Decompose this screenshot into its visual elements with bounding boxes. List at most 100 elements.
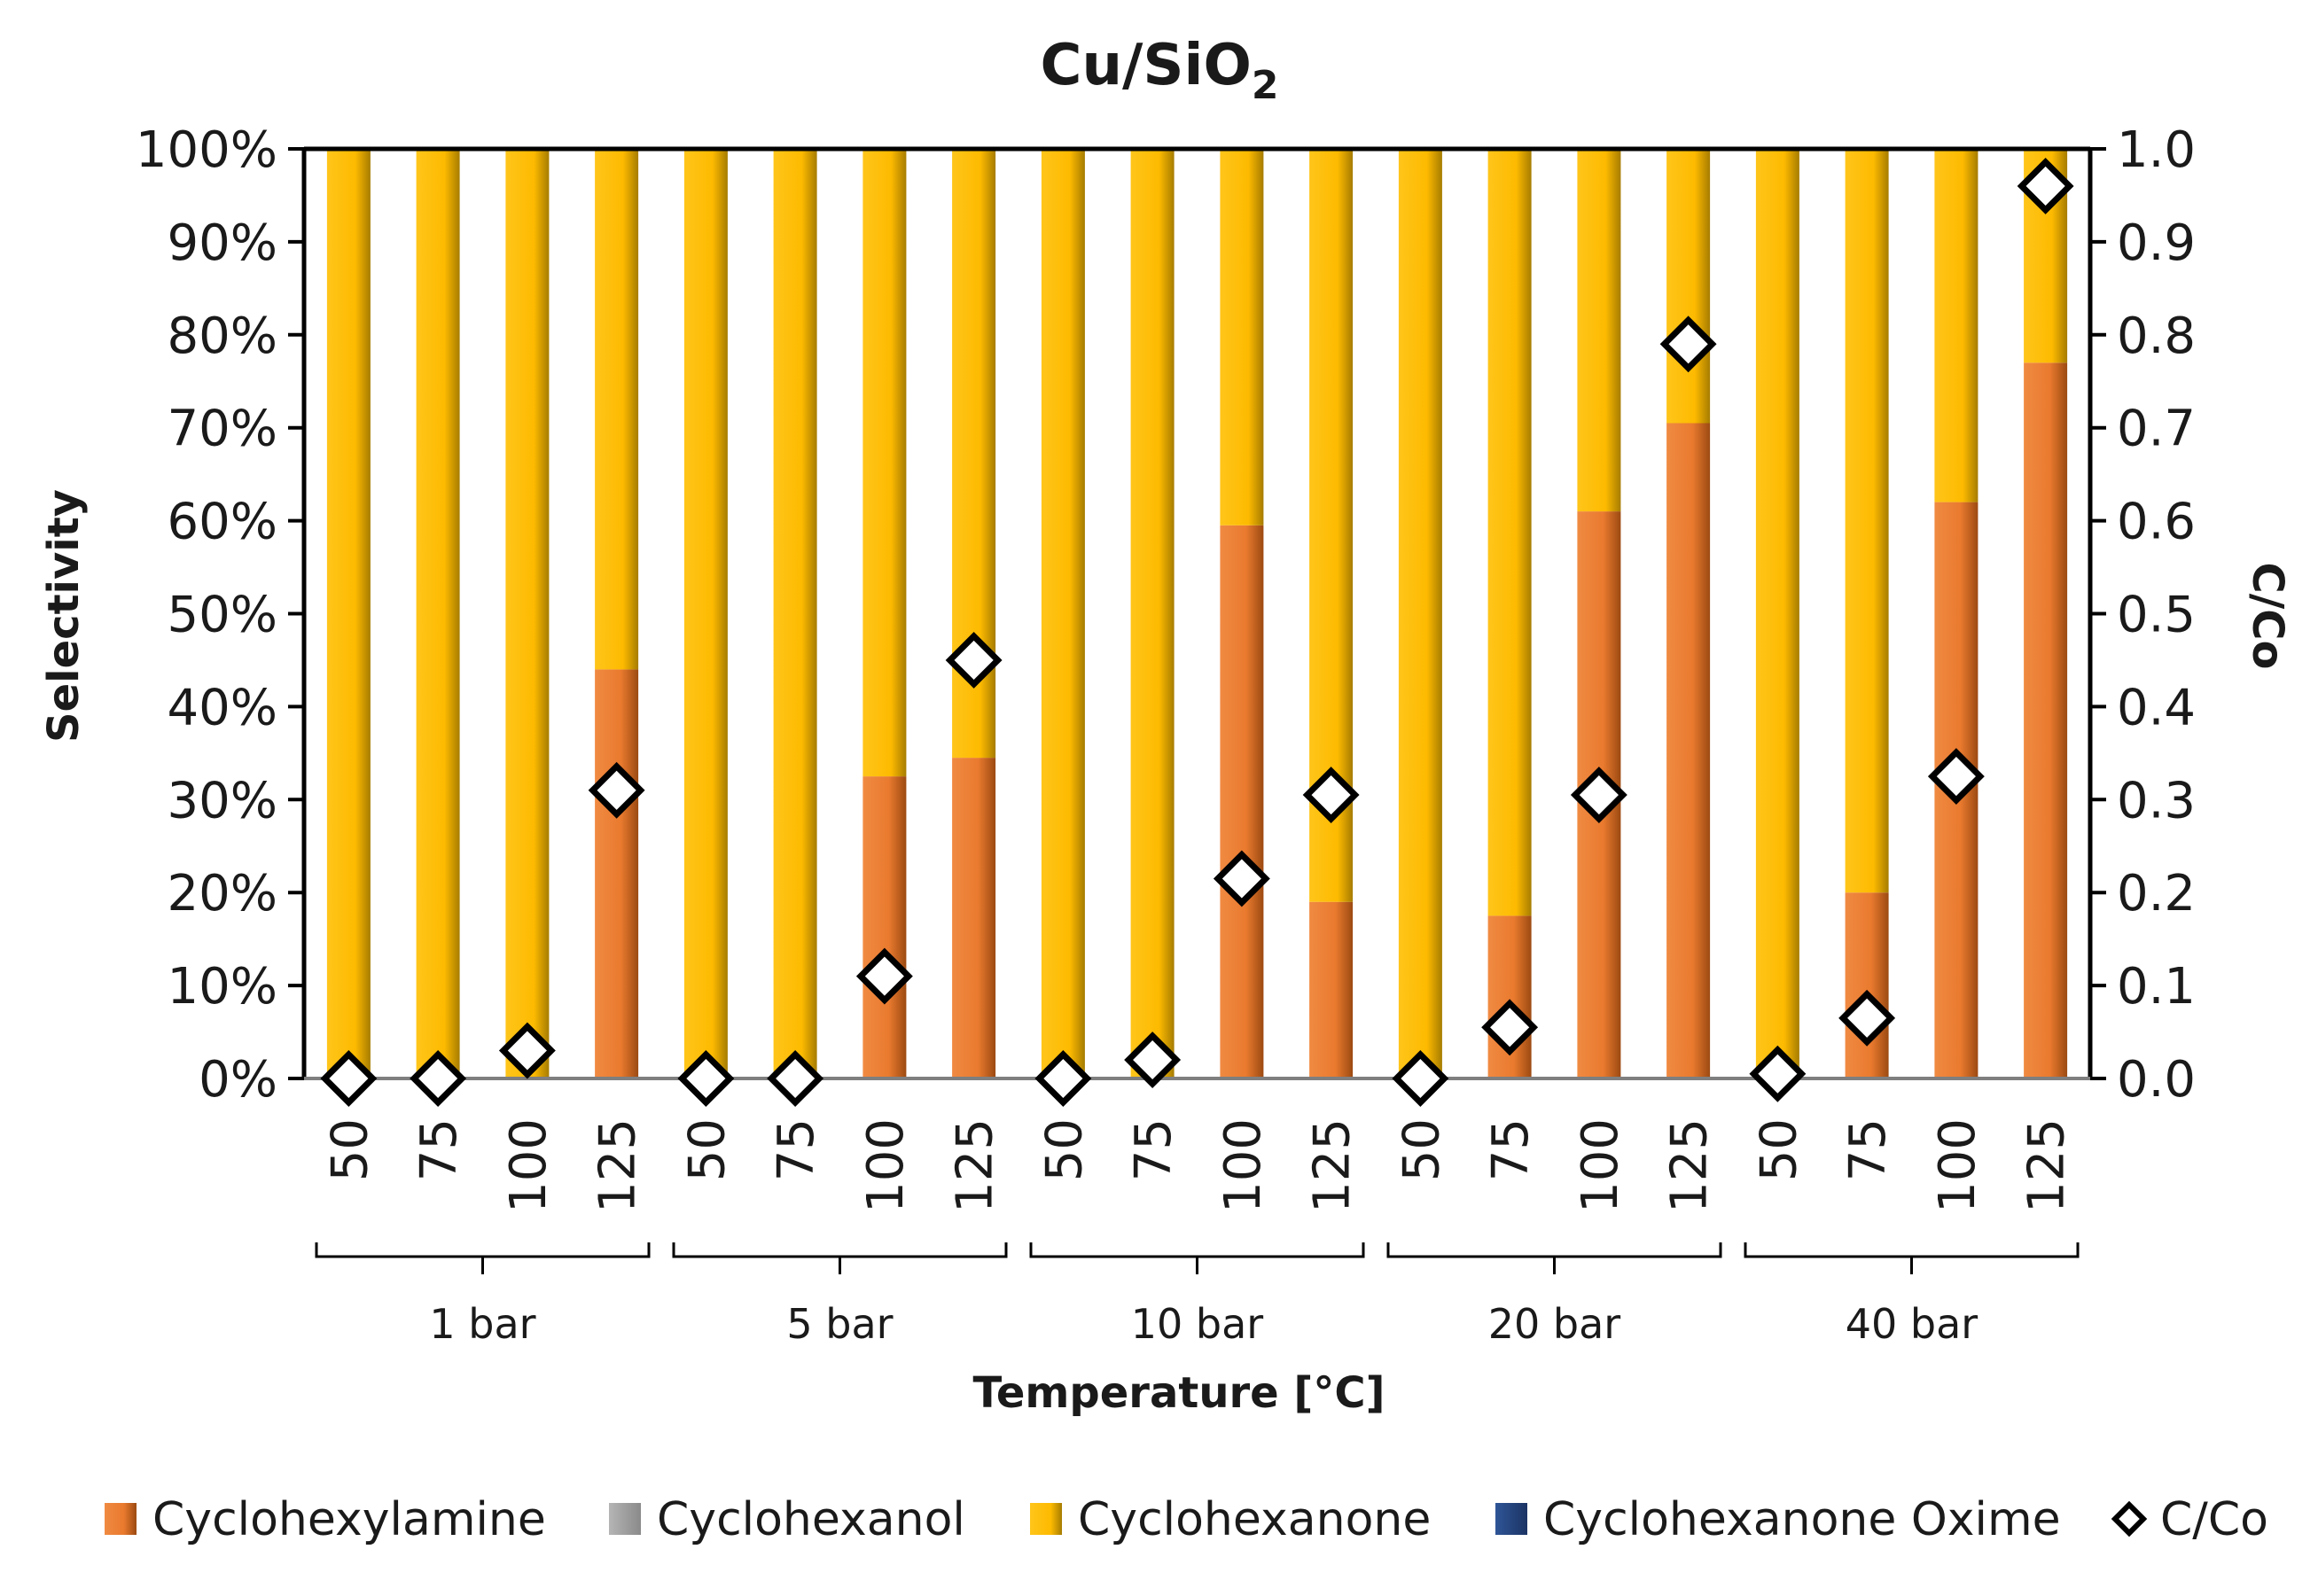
y2-tick-label: 0.2 xyxy=(2117,865,2196,923)
y-tick-label: 40% xyxy=(168,679,277,736)
bar-cyclohexylamine-6 xyxy=(862,776,907,1078)
marker-c-co-19 xyxy=(2017,158,2074,214)
y2-tick-label: 0.8 xyxy=(2117,308,2196,365)
marker-c-co-0 xyxy=(320,1050,378,1107)
y-tick-label: 30% xyxy=(168,772,277,829)
x-tick-label-10: 100 xyxy=(1214,1118,1272,1213)
marker-c-co-18 xyxy=(1927,748,1985,806)
marker-c-co-15 xyxy=(1659,315,1717,373)
bar-cyclohexanone-3 xyxy=(595,149,639,670)
bar-cyclohexanone-1 xyxy=(416,149,460,1078)
chart-title-subscript: 2 xyxy=(1252,63,1279,108)
x-tick-label-14: 100 xyxy=(1572,1118,1629,1213)
y2-tick-label: 0.3 xyxy=(2117,772,2196,829)
group-label-0: 1 bar xyxy=(429,1300,535,1348)
bar-cyclohexylamine-11 xyxy=(1309,901,1354,1078)
bar-cyclohexanone-10 xyxy=(1220,149,1264,526)
bar-cyclohexanone-15 xyxy=(1666,149,1711,424)
x-tick-label-9: 75 xyxy=(1125,1118,1182,1181)
bar-cyclohexanone-6 xyxy=(862,149,907,777)
x-tick-label-18: 100 xyxy=(1929,1118,1986,1213)
marker-c-co-5 xyxy=(767,1050,824,1107)
y2-tick-label: 0.9 xyxy=(2117,214,2196,272)
bar-cyclohexylamine-3 xyxy=(595,669,639,1078)
y2-tick-label: 0.7 xyxy=(2117,401,2196,458)
bar-cyclohexanone-0 xyxy=(326,149,371,1078)
y2-tick-label: 1.0 xyxy=(2117,121,2196,179)
marker-c-co-6 xyxy=(855,947,913,1005)
legend-label-cyclohexanone: Cyclohexanone xyxy=(1078,1493,1431,1546)
bar-cyclohexylamine-7 xyxy=(952,758,996,1078)
group-label-3: 20 bar xyxy=(1488,1300,1621,1348)
y-axis-title: Selectivity xyxy=(39,489,89,743)
legend-swatch-cyclohexanol xyxy=(609,1503,641,1535)
x-tick-label-12: 50 xyxy=(1393,1118,1450,1181)
bar-cyclohexanone-14 xyxy=(1577,149,1621,512)
group-bracket-1 xyxy=(672,1242,1008,1274)
x-tick-label-1: 75 xyxy=(410,1118,468,1181)
bar-cyclohexanone-4 xyxy=(683,149,728,1078)
bar-cyclohexanone-13 xyxy=(1487,149,1532,916)
group-bracket-3 xyxy=(1386,1242,1722,1274)
group-bracket-4 xyxy=(1744,1242,2080,1274)
marker-c-co-12 xyxy=(1392,1050,1449,1107)
y2-axis-title: C/Co xyxy=(2243,563,2292,670)
x-tick-label-3: 125 xyxy=(589,1118,647,1213)
marker-c-co-3 xyxy=(588,761,645,819)
group-brackets: 1 bar 5 bar 10 bar 20 bar 40 bar xyxy=(315,1242,2080,1348)
x-axis-title: Temperature [°C] xyxy=(972,1368,1385,1418)
x-tick-labels: 50 75 100 125 50 75 100 125 50 75 100 125 50 75 100 125… xyxy=(321,1118,2075,1213)
y-tick-label: 20% xyxy=(168,865,277,923)
y-tick-label: 70% xyxy=(168,401,277,458)
legend-label-c-co: C/Co xyxy=(2160,1493,2268,1546)
legend-swatch-cyclohexanone-oxime xyxy=(1495,1503,1527,1535)
x-tick-label-16: 50 xyxy=(1750,1118,1807,1181)
bar-cyclohexylamine-15 xyxy=(1666,423,1711,1078)
bar-cyclohexanone-9 xyxy=(1130,149,1175,1078)
bar-cyclohexanone-12 xyxy=(1398,149,1442,1078)
marker-c-co-1 xyxy=(410,1050,467,1107)
marker-c-co-11 xyxy=(1302,767,1360,824)
y-tick-label: 10% xyxy=(168,958,277,1016)
group-bracket-0 xyxy=(315,1242,651,1274)
group-label-1: 5 bar xyxy=(786,1300,893,1348)
x-tick-label-11: 125 xyxy=(1304,1118,1362,1213)
x-tick-label-8: 50 xyxy=(1035,1118,1093,1181)
y-tick-label: 80% xyxy=(168,308,277,365)
x-tick-label-2: 100 xyxy=(500,1118,558,1213)
chart-title: Cu/SiO2 xyxy=(1041,33,1279,108)
x-tick-label-17: 75 xyxy=(1839,1118,1897,1181)
group-label-4: 40 bar xyxy=(1846,1300,1978,1348)
legend-label-cyclohexanone-oxime: Cyclohexanone Oxime xyxy=(1543,1493,2061,1546)
bar-cyclohexanone-17 xyxy=(1845,149,1889,893)
bar-cyclohexanone-16 xyxy=(1755,149,1799,1078)
bar-cyclohexylamine-17 xyxy=(1845,892,1889,1078)
x-tick-label-13: 75 xyxy=(1482,1118,1540,1181)
bar-cyclohexanone-2 xyxy=(505,149,550,1078)
y2-tick-label: 0.4 xyxy=(2117,679,2196,736)
marker-c-co-8 xyxy=(1034,1050,1092,1107)
y2-tick-label: 0.0 xyxy=(2117,1051,2196,1109)
bar-cyclohexanone-18 xyxy=(1934,149,1978,502)
marker-layer xyxy=(320,158,2074,1107)
legend-swatch-cyclohexanone xyxy=(1030,1503,1062,1535)
marker-c-co-7 xyxy=(945,632,1003,689)
legend-label-cyclohexanol: Cyclohexanol xyxy=(657,1493,965,1546)
y2-tick-label: 0.1 xyxy=(2117,958,2196,1016)
y-tick-label: 0% xyxy=(199,1051,277,1109)
marker-c-co-4 xyxy=(677,1050,735,1107)
legend-label-cyclohexylamine: Cyclohexylamine xyxy=(152,1493,546,1546)
marker-c-co-13 xyxy=(1481,999,1539,1056)
bar-cyclohexanone-5 xyxy=(773,149,817,1078)
marker-c-co-9 xyxy=(1124,1032,1182,1088)
marker-c-co-17 xyxy=(1838,989,1896,1047)
y-tick-label: 90% xyxy=(168,214,277,272)
marker-c-co-10 xyxy=(1213,850,1270,907)
legend-marker-c-co xyxy=(2111,1500,2148,1538)
group-label-2: 10 bar xyxy=(1131,1300,1264,1348)
x-tick-label-15: 125 xyxy=(1661,1118,1719,1213)
legend-swatch-cyclohexylamine xyxy=(105,1503,137,1535)
y-tick-label: 50% xyxy=(168,587,277,644)
bar-layer xyxy=(326,149,2068,1078)
